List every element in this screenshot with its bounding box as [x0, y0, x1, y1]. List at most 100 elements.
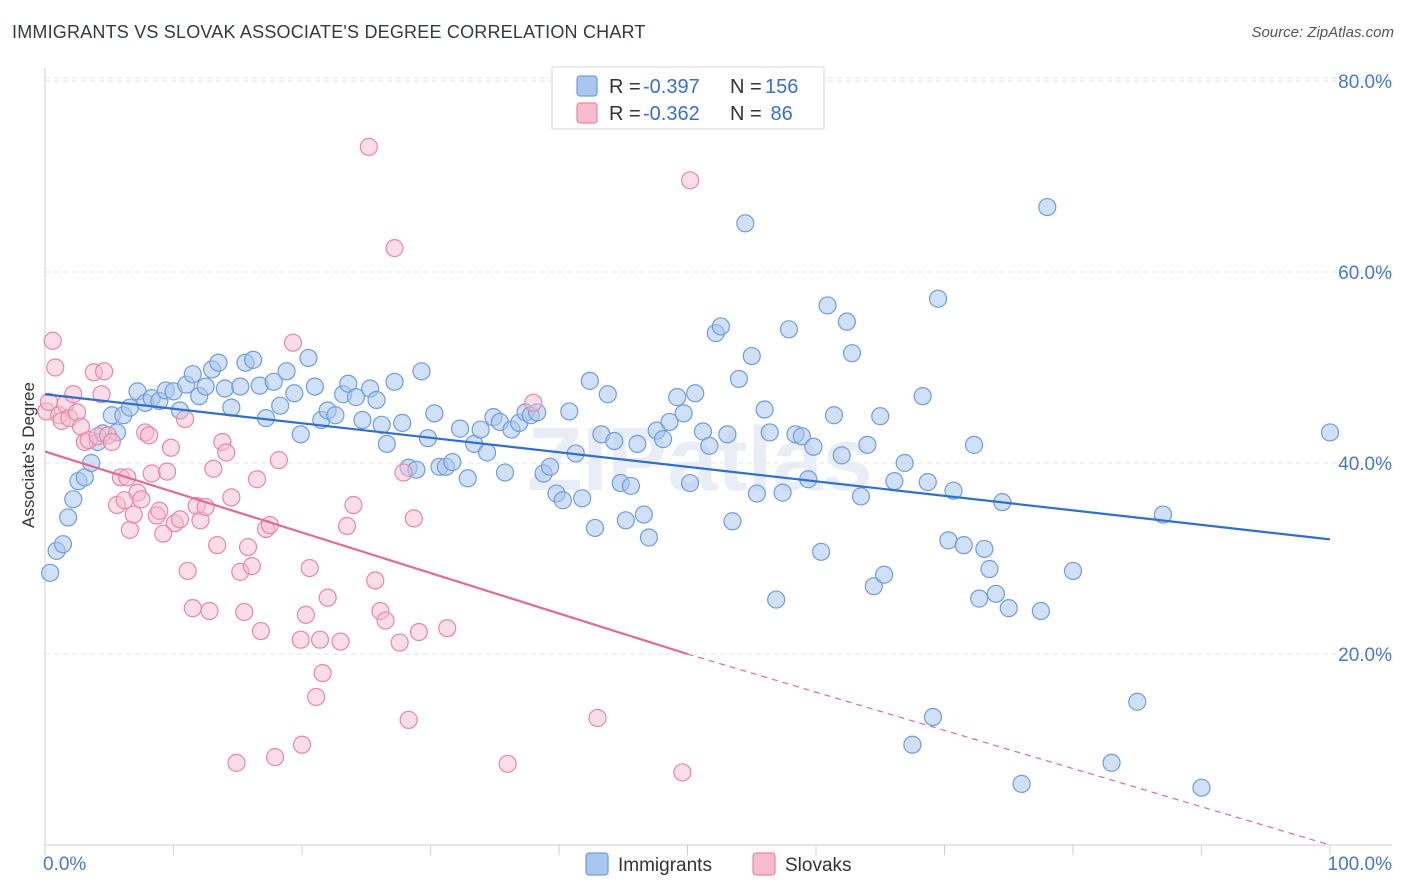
data-point-immigrants — [653, 430, 673, 449]
data-point-immigrants — [954, 536, 973, 555]
bottom-legend-swatch-immigrants — [585, 852, 609, 876]
trendlines — [44, 393, 1331, 846]
data-point-immigrants — [939, 531, 958, 550]
data-point-immigrants — [668, 388, 687, 407]
data-point-immigrants — [285, 384, 304, 403]
data-point-immigrants — [660, 412, 679, 432]
data-point-immigrants — [367, 390, 386, 410]
data-point-immigrants — [980, 559, 999, 579]
data-point-slovaks — [161, 438, 181, 457]
data-point-immigrants — [377, 434, 396, 453]
data-point-immigrants — [450, 419, 470, 438]
data-point-immigrants — [346, 388, 366, 407]
data-point-immigrants — [477, 443, 497, 462]
data-point-slovaks — [208, 536, 227, 555]
data-point-immigrants — [767, 590, 786, 609]
data-point-slovaks — [235, 602, 254, 622]
top-legend: R = -0.397 N = 156 R = -0.362 N = 86 — [551, 66, 825, 130]
data-point-immigrants — [842, 344, 862, 363]
data-point-immigrants — [425, 404, 444, 423]
axes — [44, 68, 1392, 855]
data-point-immigrants — [1102, 753, 1121, 772]
data-point-slovaks — [307, 687, 326, 707]
data-point-slovaks — [283, 333, 303, 352]
y-tick-labels: 20.0% 40.0% 60.0% 80.0% — [1338, 72, 1392, 666]
data-point-immigrants — [628, 434, 647, 453]
data-point-immigrants — [393, 413, 412, 432]
data-point-immigrants — [540, 457, 560, 476]
data-point-immigrants — [871, 407, 890, 426]
data-point-slovaks — [64, 385, 83, 404]
bottom-legend-label-slovaks: Slovaks — [785, 855, 852, 876]
data-point-immigrants — [291, 425, 310, 444]
bottom-legend-label-immigrants: Immigrants — [618, 855, 712, 876]
data-point-slovaks — [318, 588, 337, 607]
data-point-slovaks — [175, 409, 195, 429]
data-point-immigrants — [299, 348, 318, 368]
data-point-slovaks — [154, 524, 173, 543]
data-point-slovaks — [265, 748, 285, 767]
data-point-slovaks — [337, 516, 357, 536]
legend-r-value: -0.397 — [643, 76, 700, 98]
data-point-immigrants — [812, 542, 831, 561]
data-point-slovaks — [132, 490, 151, 509]
data-point-slovaks — [313, 663, 332, 683]
data-point-immigrants — [999, 599, 1018, 618]
data-point-slovaks — [217, 443, 236, 462]
data-point-immigrants — [824, 406, 844, 425]
data-point-immigrants — [183, 365, 202, 384]
data-point-slovaks — [359, 137, 378, 156]
data-point-slovaks — [292, 735, 312, 754]
data-point-immigrants — [209, 353, 228, 372]
data-point-immigrants — [616, 511, 635, 530]
data-point-slovaks — [366, 571, 385, 590]
data-point-immigrants — [1063, 561, 1083, 581]
bottom-legend: Immigrants Slovaks — [585, 852, 852, 876]
data-point-slovaks — [394, 463, 413, 482]
data-point-immigrants — [1031, 601, 1050, 621]
data-point-slovaks — [242, 557, 261, 576]
data-point-slovaks — [310, 630, 330, 649]
data-point-slovaks — [269, 451, 288, 470]
data-point-immigrants — [305, 377, 324, 396]
data-point-immigrants — [700, 436, 719, 455]
data-point-slovaks — [92, 385, 111, 404]
data-point-immigrants — [818, 296, 837, 315]
x-tick-labels: 0.0% 100.0% — [43, 854, 1392, 875]
data-point-slovaks — [178, 561, 197, 581]
data-point-immigrants — [944, 481, 963, 500]
data-point-immigrants — [598, 385, 617, 404]
data-point-immigrants — [718, 425, 737, 444]
data-point-immigrants — [264, 372, 283, 391]
data-point-immigrants — [495, 463, 515, 482]
data-point-immigrants — [851, 487, 871, 506]
data-point-immigrants — [231, 377, 250, 396]
legend-n-label: N = — [730, 76, 762, 98]
data-point-slovaks — [438, 619, 457, 638]
legend-n-label: N = — [730, 103, 762, 125]
data-point-slovaks — [296, 605, 315, 624]
data-point-immigrants — [59, 508, 78, 527]
data-point-immigrants — [339, 374, 358, 393]
data-point-immigrants — [711, 317, 731, 336]
legend-n-value: 86 — [765, 103, 793, 125]
data-point-immigrants — [53, 535, 73, 554]
data-point-immigrants — [864, 577, 883, 596]
data-point-slovaks — [43, 331, 62, 350]
data-point-slovaks — [680, 171, 700, 190]
data-point-slovaks — [95, 362, 114, 381]
data-point-slovaks — [390, 633, 409, 652]
data-point-slovaks — [376, 611, 395, 630]
data-point-immigrants — [458, 469, 477, 488]
data-point-immigrants — [680, 473, 700, 493]
data-point-slovaks — [142, 464, 161, 483]
legend-r-label: R = — [609, 76, 641, 98]
bottom-legend-swatch-slovaks — [752, 852, 776, 876]
data-point-immigrants — [736, 214, 755, 233]
data-point-immigrants — [686, 384, 705, 403]
data-point-immigrants — [553, 491, 572, 510]
data-point-slovaks — [170, 510, 190, 529]
data-point-immigrants — [837, 312, 856, 331]
data-point-immigrants — [1153, 505, 1173, 524]
data-point-slovaks — [247, 470, 267, 489]
